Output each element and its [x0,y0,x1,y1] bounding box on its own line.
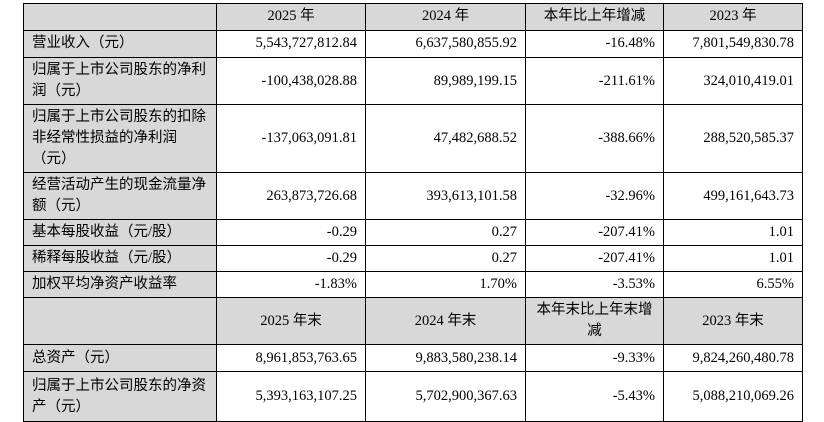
row-label: 归属于上市公司股东的净利润（元） [23,56,217,106]
value-2023: 324,010,419.01 [663,56,803,106]
value-yoy-change: -211.61% [525,56,664,106]
table-row-operating-cash-flow: 经营活动产生的现金流量净额（元） 263,873,726.68 393,613,… [23,172,803,221]
table-row-weighted-avg-roe: 加权平均净资产收益率 -1.83% 1.70% -3.53% 6.55% [23,271,803,299]
value-2025: -0.29 [216,245,366,273]
value-2024: 0.27 [365,245,526,273]
value-2025-end: 5,393,163,107.25 [216,371,366,422]
value-yoy-change: -16.48% [525,30,664,58]
value-2025: 263,873,726.68 [216,172,366,221]
col-header-2024-end: 2024 年末 [365,297,526,346]
value-2023: 499,161,643.73 [663,172,803,221]
value-yoy-change: -3.53% [525,271,664,299]
table-row-basic-eps: 基本每股收益（元/股） -0.29 0.27 -207.41% 1.01 [23,219,803,247]
value-2025: -1.83% [216,271,366,299]
col-header-2024: 2024 年 [365,3,526,31]
row-label: 营业收入（元） [23,30,217,58]
value-end-yoy-change: -5.43% [525,371,664,422]
value-2024-end: 9,883,580,238.14 [365,344,526,373]
value-2023: 1.01 [663,219,803,247]
header-empty-cell [23,297,217,346]
value-2025: 5,543,727,812.84 [216,30,366,58]
row-label: 总资产（元） [23,344,217,373]
value-2023: 6.55% [663,271,803,299]
col-header-2025: 2025 年 [216,3,366,31]
value-2024: 0.27 [365,219,526,247]
table-row-net-profit-excl-nonrecurring: 归属于上市公司股东的扣除非经常性损益的净利润（元） -137,063,091.8… [23,104,803,174]
value-2025: -137,063,091.81 [216,104,366,174]
col-header-2023: 2023 年 [663,3,803,31]
table-row-net-profit-attributable: 归属于上市公司股东的净利润（元） -100,438,028.88 89,989,… [23,56,803,106]
table-row-diluted-eps: 稀释每股收益（元/股） -0.29 0.27 -207.41% 1.01 [23,245,803,273]
value-2024-end: 5,702,900,367.63 [365,371,526,422]
col-header-end-yoy-change: 本年末比上年末增减 [525,297,664,346]
col-header-yoy-change: 本年比上年增减 [525,3,664,31]
col-header-2023-end: 2023 年末 [663,297,803,346]
value-2024: 89,989,199.15 [365,56,526,106]
value-2023-end: 5,088,210,069.26 [663,371,803,422]
value-2023: 1.01 [663,245,803,273]
value-2023: 288,520,585.37 [663,104,803,174]
row-label: 经营活动产生的现金流量净额（元） [23,172,217,221]
table-row-net-assets-attributable: 归属于上市公司股东的净资产（元） 5,393,163,107.25 5,702,… [23,371,803,422]
row-label: 稀释每股收益（元/股） [23,245,217,273]
col-header-2025-end: 2025 年末 [216,297,366,346]
value-yoy-change: -207.41% [525,245,664,273]
financial-summary: 2025 年 2024 年 本年比上年增减 2023 年 营业收入（元） 5,5… [23,3,803,422]
table-row-total-assets: 总资产（元） 8,961,853,763.65 9,883,580,238.14… [23,344,803,373]
value-2025-end: 8,961,853,763.65 [216,344,366,373]
key-accounting-data-table: 2025 年 2024 年 本年比上年增减 2023 年 营业收入（元） 5,5… [23,3,803,422]
value-2025: -0.29 [216,219,366,247]
value-yoy-change: -207.41% [525,219,664,247]
row-label: 基本每股收益（元/股） [23,219,217,247]
value-2024: 47,482,688.52 [365,104,526,174]
value-2025: -100,438,028.88 [216,56,366,106]
value-2024: 393,613,101.58 [365,172,526,221]
annual-header-row: 2025 年 2024 年 本年比上年增减 2023 年 [23,3,803,31]
table-row-operating-revenue: 营业收入（元） 5,543,727,812.84 6,637,580,855.9… [23,30,803,58]
value-yoy-change: -388.66% [525,104,664,174]
value-2023: 7,801,549,830.78 [663,30,803,58]
row-label: 归属于上市公司股东的净资产（元） [23,371,217,422]
header-empty-cell [23,3,217,31]
row-label: 归属于上市公司股东的扣除非经常性损益的净利润（元） [23,104,217,174]
value-yoy-change: -32.96% [525,172,664,221]
value-2023-end: 9,824,260,480.78 [663,344,803,373]
row-label: 加权平均净资产收益率 [23,271,217,299]
period-end-header-row: 2025 年末 2024 年末 本年末比上年末增减 2023 年末 [23,297,803,346]
value-2024: 1.70% [365,271,526,299]
value-end-yoy-change: -9.33% [525,344,664,373]
value-2024: 6,637,580,855.92 [365,30,526,58]
